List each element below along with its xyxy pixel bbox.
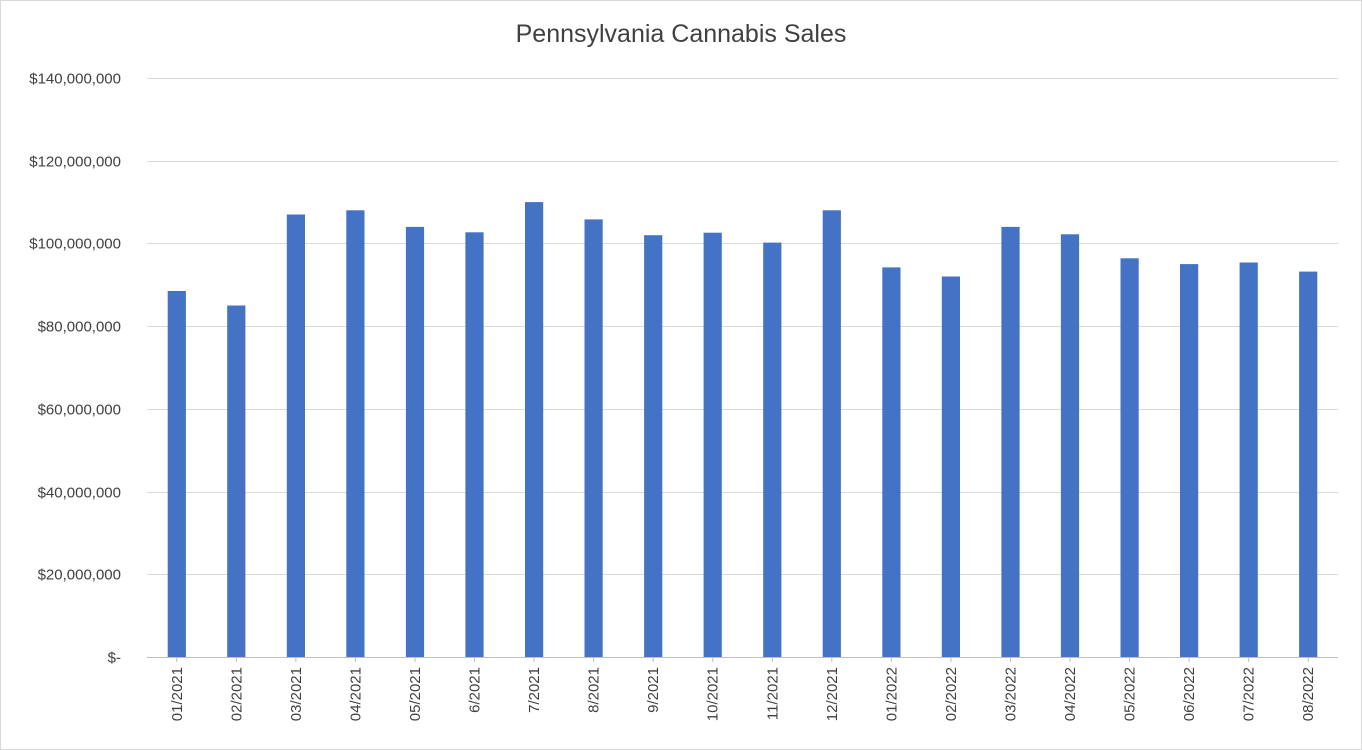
x-tick-label: 8/2021 [586, 667, 603, 713]
y-tick-label: $100,000,000 [29, 236, 121, 253]
x-tick-label: 9/2021 [645, 667, 662, 713]
gridlines [147, 78, 1338, 658]
x-tick-label: 03/2021 [288, 667, 305, 721]
bar [1120, 258, 1139, 657]
bar [286, 214, 305, 657]
bar [405, 226, 425, 657]
x-axis-tick-labels: 01/2021 02/2021 03/2021 04/2021 05/2021 6/202… [169, 657, 1317, 721]
y-axis-tick-labels: $- $20,000,000 $40,000,000 $60,000,000 $80,0… [29, 71, 121, 667]
bars [167, 202, 1318, 658]
y-tick-label: $20,000,000 [38, 567, 121, 584]
bar [941, 276, 960, 657]
bar [822, 210, 841, 658]
bar [1060, 234, 1080, 658]
x-tick-label: 05/2022 [1122, 667, 1139, 721]
x-tick-label: 10/2021 [705, 667, 722, 721]
x-tick-label: 04/2022 [1062, 667, 1079, 721]
bar [584, 219, 603, 657]
y-tick-label: $40,000,000 [38, 485, 121, 502]
x-tick-label: 01/2022 [883, 667, 900, 721]
y-tick-label: $120,000,000 [29, 154, 121, 171]
x-tick-label: 04/2021 [347, 667, 364, 721]
x-tick-label: 11/2021 [764, 667, 781, 720]
y-tick-label: $140,000,000 [29, 71, 121, 88]
bar [763, 242, 782, 657]
bar [1239, 262, 1258, 657]
x-tick-label: 6/2021 [467, 667, 484, 713]
x-tick-label: 03/2022 [1003, 667, 1020, 721]
x-tick-label: 02/2022 [943, 667, 960, 721]
bar [882, 267, 901, 657]
y-tick-label: $80,000,000 [38, 319, 121, 336]
bar [525, 202, 544, 657]
bar [346, 210, 365, 658]
bar [167, 291, 186, 657]
x-tick-label: 02/2021 [228, 667, 245, 721]
bar [1299, 271, 1318, 657]
bar [1001, 226, 1020, 657]
x-tick-label: 07/2022 [1241, 667, 1258, 721]
x-tick-label: 06/2022 [1181, 667, 1198, 721]
x-tick-label: 01/2021 [169, 667, 186, 721]
bar [1180, 264, 1199, 657]
y-tick-label: $60,000,000 [38, 402, 121, 419]
bar [227, 305, 246, 657]
bar [465, 232, 484, 658]
x-tick-label: 05/2021 [407, 667, 424, 721]
bar [644, 235, 663, 657]
y-tick-label: $- [108, 650, 121, 667]
chart-title: Pennsylvania Cannabis Sales [515, 20, 847, 48]
x-tick-label: 7/2021 [526, 667, 543, 713]
x-tick-label: 12/2021 [824, 667, 841, 721]
bar [703, 232, 722, 657]
x-tick-label: 08/2022 [1300, 667, 1317, 721]
